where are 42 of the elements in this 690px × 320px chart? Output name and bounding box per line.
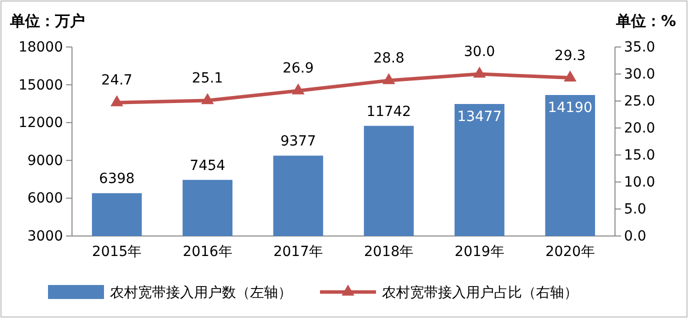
y2-tick-label: 10.0	[624, 174, 656, 190]
data-label: 25.1	[192, 70, 224, 86]
y2-tick-label: 30.0	[624, 66, 656, 82]
y2-tick-label: 15.0	[624, 147, 656, 164]
data-label: 6398	[99, 171, 135, 188]
data-label: 14190	[548, 100, 592, 116]
data-label: 11742	[366, 104, 412, 120]
point	[110, 95, 124, 106]
y-tick-label: 3000	[27, 228, 63, 244]
x-tick-label: 2015年	[92, 244, 142, 260]
legend-label: 农村宽带接入用户占比（右轴）	[382, 285, 578, 301]
data-label: 24.7	[101, 72, 132, 89]
point	[292, 83, 305, 94]
point	[382, 73, 396, 84]
y-axis-title: 单位：万户	[9, 12, 85, 30]
point	[201, 93, 214, 104]
data-label: 26.9	[282, 60, 314, 77]
data-label: 28.8	[373, 50, 404, 66]
y2-tick-label: 35.0	[624, 39, 656, 56]
data-label: 7454	[190, 158, 226, 174]
data-label: 29.3	[554, 48, 586, 64]
y2-tick-label: 5.0	[624, 201, 646, 218]
x-tick-label: 2020年	[545, 244, 595, 260]
y-tick-label: 12000	[18, 115, 63, 132]
legend-label: 农村宽带接入用户数（左轴）	[110, 285, 292, 301]
y-tick-label: 6000	[27, 190, 63, 207]
point	[473, 66, 486, 78]
y2-tick-label: 0.0	[624, 228, 646, 244]
y2-tick-label: 25.0	[624, 93, 656, 110]
y-tick-label: 15000	[18, 77, 63, 94]
x-tick-label: 2018年	[364, 244, 414, 260]
data-label: 30.0	[464, 44, 496, 60]
x-tick-label: 2016年	[182, 244, 232, 260]
data-label: 9377	[280, 134, 316, 150]
x-tick-label: 2019年	[454, 244, 504, 260]
point	[564, 70, 576, 82]
data-label: 13477	[457, 108, 502, 125]
y2-tick-label: 20.0	[624, 120, 656, 136]
y-tick-label: 18000	[18, 39, 63, 56]
y-tick-label: 9000	[27, 152, 63, 169]
x-tick-label: 2017年	[273, 244, 323, 260]
y2-axis-title: 单位：%	[614, 12, 676, 30]
